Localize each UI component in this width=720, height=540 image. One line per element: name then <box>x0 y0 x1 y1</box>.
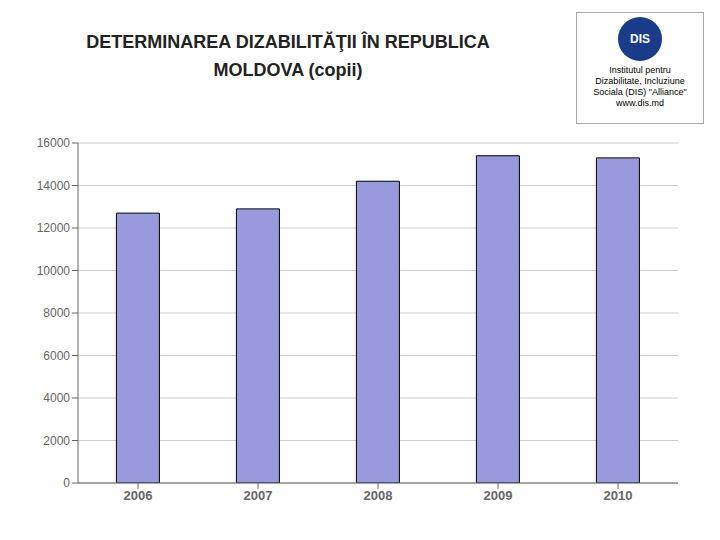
svg-text:12000: 12000 <box>37 221 71 235</box>
svg-text:10000: 10000 <box>37 264 71 278</box>
svg-text:14000: 14000 <box>37 179 71 193</box>
svg-text:2009: 2009 <box>484 488 513 503</box>
html-text:www.dis.md: www.dis.md <box>616 98 664 108</box>
svg-text:2008: 2008 <box>364 488 393 503</box>
svg-text:2007: 2007 <box>244 488 273 503</box>
svg-text:2006: 2006 <box>124 488 153 503</box>
svg-text:8000: 8000 <box>43 306 70 320</box>
svg-text:6000: 6000 <box>43 349 70 363</box>
html-text:Dizabilitate, Incluziune: Dizabilitate, Incluziune <box>595 76 685 86</box>
html-text:MOLDOVA (copii): MOLDOVA (copii) <box>213 60 363 80</box>
svg-text:4000: 4000 <box>43 391 70 405</box>
svg-text:16000: 16000 <box>37 136 71 150</box>
svg-text:2010: 2010 <box>604 488 633 503</box>
svg-text:2000: 2000 <box>43 434 70 448</box>
html-text:DIS: DIS <box>630 32 650 46</box>
html-text:Institutul pentru: Institutul pentru <box>609 65 671 75</box>
svg-text:0: 0 <box>63 476 70 490</box>
html-text:DETERMINAREA DIZABILITĂŢII ÎN: DETERMINAREA DIZABILITĂŢII ÎN REPUBLICA <box>86 32 490 52</box>
html-text:Sociala (DIS) "Alliance": Sociala (DIS) "Alliance" <box>593 87 687 97</box>
